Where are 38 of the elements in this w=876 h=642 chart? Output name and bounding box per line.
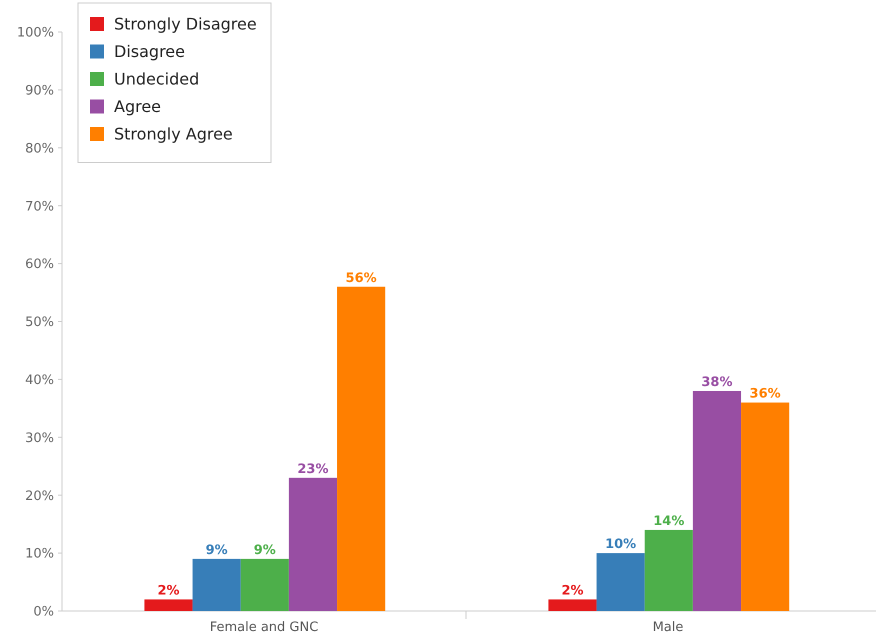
y-tick-label: 60%: [25, 257, 54, 272]
data-label: 14%: [653, 514, 684, 529]
y-tick-label: 80%: [25, 141, 54, 156]
bar: [192, 558, 241, 611]
y-tick-label: 40%: [25, 372, 54, 388]
y-tick-label: 90%: [25, 83, 54, 98]
x-tick-label: Female and GNC: [210, 620, 318, 635]
y-tick-label: 50%: [25, 315, 54, 330]
data-label: 36%: [750, 386, 781, 402]
data-label: 2%: [157, 583, 180, 598]
legend-label: Strongly Disagree: [114, 14, 257, 34]
data-label: 38%: [701, 374, 733, 390]
bar: [741, 402, 790, 611]
y-tick-label: 70%: [25, 199, 54, 214]
bar: [240, 558, 289, 611]
bar: [144, 599, 193, 611]
y-tick-label: 100%: [16, 26, 54, 41]
data-label: 9%: [254, 542, 276, 558]
y-tick-label: 0%: [33, 604, 54, 620]
data-label: 2%: [561, 583, 584, 598]
data-label: 23%: [297, 462, 329, 477]
legend-label: Disagree: [114, 42, 185, 62]
y-tick-label: 20%: [25, 488, 54, 504]
bar: [548, 599, 597, 611]
data-label: 9%: [206, 542, 228, 558]
bar: [596, 553, 645, 611]
bar: [644, 530, 693, 611]
bar: [337, 286, 386, 611]
y-tick-label: 30%: [25, 430, 54, 446]
x-tick-label: Male: [652, 620, 684, 635]
bar: [692, 390, 742, 611]
data-label: 56%: [346, 270, 377, 286]
legend-label: Undecided: [114, 70, 200, 89]
bar: [288, 478, 338, 611]
legend-label: Agree: [114, 97, 162, 116]
data-label: 10%: [605, 537, 636, 552]
legend-label: Strongly Agree: [114, 124, 233, 144]
y-tick-label: 10%: [25, 546, 54, 562]
